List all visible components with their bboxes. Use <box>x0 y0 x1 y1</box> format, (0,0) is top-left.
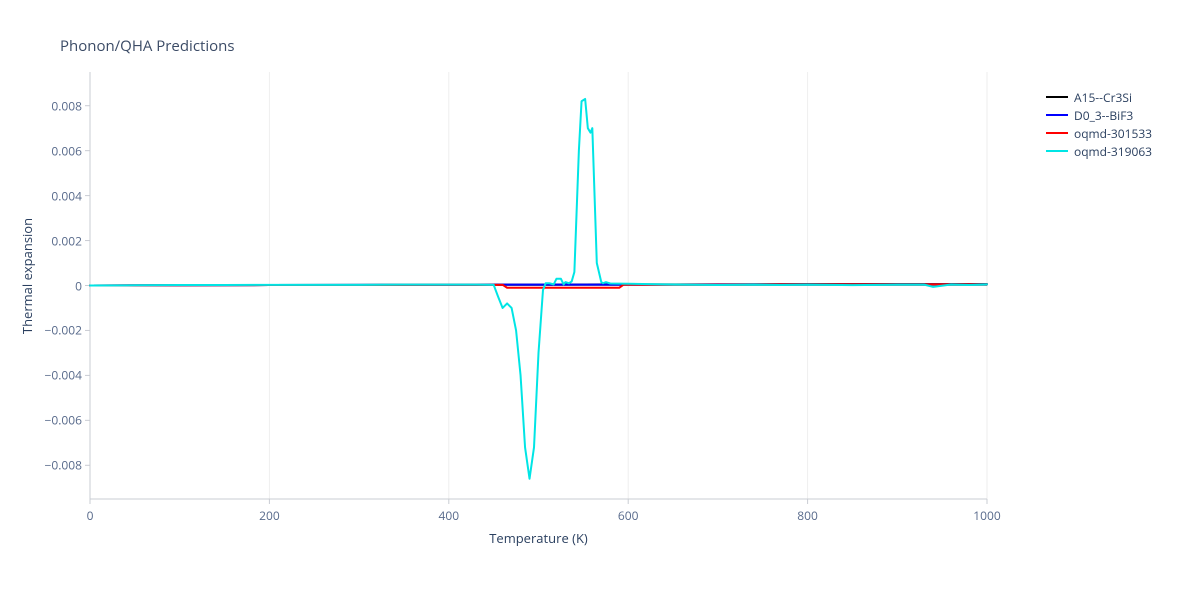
y-tick-label: −0.004 <box>36 367 82 384</box>
legend-swatch <box>1046 114 1068 116</box>
x-tick-label: 1000 <box>973 507 1000 524</box>
y-tick-label: 0.008 <box>36 97 82 114</box>
x-tick-label: 0 <box>87 507 94 524</box>
legend-swatch <box>1046 150 1068 152</box>
chart-container: Phonon/QHA Predictions 02004006008001000… <box>0 0 1200 600</box>
legend-label: oqmd-319063 <box>1074 143 1152 160</box>
y-tick-label: −0.008 <box>36 457 82 474</box>
x-tick-label: 400 <box>439 507 460 524</box>
legend-item[interactable]: oqmd-319063 <box>1046 142 1152 160</box>
legend-label: oqmd-301533 <box>1074 125 1152 142</box>
legend: A15--Cr3SiD0_3--BiF3oqmd-301533oqmd-3190… <box>1046 88 1152 160</box>
x-axis-label: Temperature (K) <box>479 529 599 547</box>
x-tick-label: 600 <box>618 507 639 524</box>
y-tick-label: −0.002 <box>36 322 82 339</box>
legend-label: D0_3--BiF3 <box>1074 107 1133 124</box>
y-tick-label: 0 <box>36 277 82 294</box>
y-tick-label: 0.006 <box>36 142 82 159</box>
chart-plot-area[interactable] <box>0 0 1200 600</box>
y-tick-label: 0.004 <box>36 187 82 204</box>
legend-item[interactable]: A15--Cr3Si <box>1046 88 1152 106</box>
y-tick-label: −0.006 <box>36 412 82 429</box>
x-tick-label: 200 <box>259 507 280 524</box>
legend-swatch <box>1046 96 1068 98</box>
legend-item[interactable]: oqmd-301533 <box>1046 124 1152 142</box>
legend-item[interactable]: D0_3--BiF3 <box>1046 106 1152 124</box>
legend-label: A15--Cr3Si <box>1074 89 1132 106</box>
x-tick-label: 800 <box>797 507 818 524</box>
y-tick-label: 0.002 <box>36 232 82 249</box>
series-line[interactable] <box>90 99 987 479</box>
y-axis-label: Thermal expansion <box>18 206 36 346</box>
legend-swatch <box>1046 132 1068 134</box>
